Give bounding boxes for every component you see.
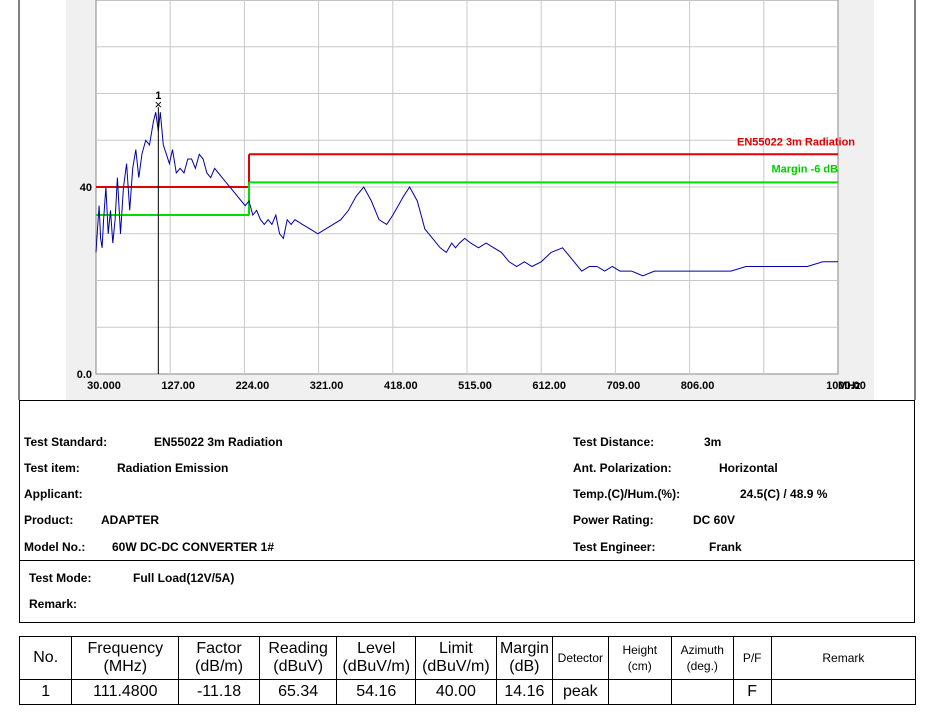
test-mode-panel [19,560,915,623]
col-header-unit: (deg.) [686,659,718,673]
cell-pf: F [732,679,772,705]
test-mode-label: Test Mode: [29,571,92,585]
col-header-level: Level (dBuV/m) [336,636,417,680]
product-value: ADAPTER [101,513,160,527]
col-header-text: Frequency [87,640,164,657]
col-header-text: Reading [268,640,328,657]
x-tick-label: 612.00 [532,380,566,392]
test-standard-label: Test Standard: [24,435,108,449]
col-header-text: Remark [822,651,865,665]
cell-level: 54.16 [336,679,417,705]
col-header-text: Detector [557,651,604,665]
col-header-detector: Detector [552,636,609,680]
test-info-panel [19,400,915,561]
test-mode-value: Full Load(12V/5A) [133,571,235,585]
cell-remark [770,679,917,705]
col-header-text: No. [33,649,59,666]
cell-limit: 40.00 [415,679,497,705]
cell-height [607,679,673,705]
cell-azimuth [671,679,734,705]
test-standard-value: EN55022 3m Radiation [154,435,283,449]
test-item-value: Radiation Emission [117,461,229,475]
limit-lines [96,153,838,217]
col-header-pf: P/F [732,636,772,680]
polarization-label: Ant. Polarization: [573,461,672,475]
cell-no: 1 [18,679,73,705]
col-header-text: Factor [196,640,242,657]
product-label: Product: [24,513,74,527]
col-header-factor: Factor (dB/m) [178,636,260,680]
x-tick-label: 709.00 [607,380,641,392]
col-header-azimuth: Azimuth (deg.) [671,636,734,680]
grid [96,0,838,374]
axis-ticks: 30.000 127.00 224.00 321.00 418.00 515.00 612.… [77,182,866,392]
col-header-unit: (dBuV/m) [342,658,411,675]
x-tick-label: 806.00 [681,380,715,392]
col-header-unit: (dB) [509,658,540,675]
limit-legend-label: EN55022 3m Radiation [737,136,855,148]
cell-reading: 65.34 [258,679,338,705]
col-header-unit: (dBuV/m) [422,658,490,675]
x-tick-label: 515.00 [458,380,492,392]
x-tick-label: 1000.00 [826,380,866,392]
emission-trace [95,112,838,277]
col-header-margin: Margin (dB) [495,636,554,680]
model-value: 60W DC-DC CONVERTER 1# [112,540,275,554]
test-distance-label: Test Distance: [573,435,655,449]
test-engineer-label: Test Engineer: [573,540,656,554]
test-distance-value: 3m [704,435,722,449]
peak-marker: × 1 [155,90,163,374]
results-table: No. Frequency (MHz) Factor (dB/m) Reading(… [18,636,917,705]
table-row: 1 111.4800 -11.18 65.34 54.16 40.00 14.1… [18,679,917,705]
x-tick-label: 224.00 [236,380,270,392]
col-header-text: Height [622,643,658,657]
x-unit-label: MHz [838,380,861,392]
power-rating-label: Power Rating: [573,513,654,527]
col-header-text: Level [357,640,396,657]
cell-frequency: 111.4800 [71,679,180,705]
test-item-label: Test item: [24,461,80,475]
col-header-height: Height (cm) [607,636,673,680]
col-header-frequency: Frequency (MHz) [71,636,180,680]
x-tick-label: 30.000 [87,380,121,392]
emission-chart: × 1 EN55022 3m Radiation Margin -6 dB 30… [18,0,916,400]
col-header-no: No. [18,636,73,680]
marker-number: 1 [155,90,161,102]
power-rating-value: DC 60V [693,513,736,527]
x-tick-label: 321.00 [310,380,344,392]
cell-factor: -11.18 [178,679,260,705]
col-header-unit: (MHz) [103,658,148,675]
col-header-limit: Limit (dBuV/m) [415,636,497,680]
test-engineer-value: Frank [709,540,742,554]
y-tick-label: 0.0 [77,369,92,381]
marker-cross: × [155,97,163,112]
col-header-text: Azimuth [680,643,724,657]
col-header-remark: Remark [770,636,917,680]
table-header-row: No. Frequency (MHz) Factor (dB/m) Reading(… [18,636,917,680]
col-header-unit: (dBuV) [273,658,324,675]
col-header-text: Margin [499,640,549,657]
cell-detector: peak [552,679,609,705]
col-header-reading: Reading (dBuV) [258,636,338,680]
x-tick-label: 418.00 [384,380,418,392]
polarization-value: Horizontal [719,461,778,475]
applicant-label: Applicant: [24,487,83,501]
cell-margin: 14.16 [495,679,554,705]
margin-legend-label: Margin -6 dB [771,163,838,175]
col-header-unit: (cm) [627,659,652,673]
col-header-unit: (dB/m) [195,658,244,675]
col-header-text: Limit [438,640,473,657]
y-tick-label: 40 [80,182,92,194]
temp-humidity-value: 24.5(C) / 48.9 % [740,487,828,501]
temp-humidity-label: Temp.(C)/Hum.(%): [573,487,681,501]
x-tick-label: 127.00 [161,380,195,392]
col-header-text: P/F [742,651,762,665]
remark-label: Remark: [29,597,78,611]
model-label: Model No.: [24,540,86,554]
